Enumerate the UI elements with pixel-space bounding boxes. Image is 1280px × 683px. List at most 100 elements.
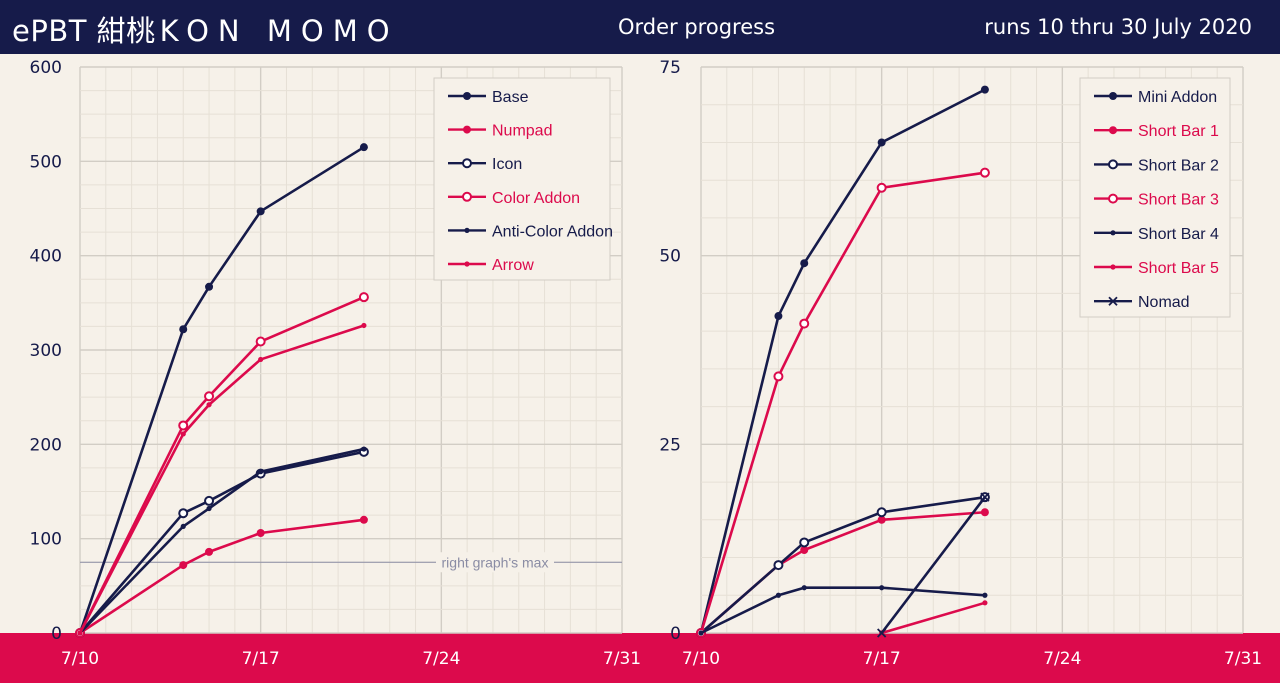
y-tick-label: 0	[51, 624, 62, 644]
x-tick-label: 7/10	[682, 649, 720, 669]
legend-label: Short Bar 4	[1138, 226, 1219, 243]
x-axis-band	[0, 633, 1280, 683]
data-point	[205, 547, 214, 556]
legend-label: Mini Addon	[1138, 89, 1217, 106]
data-point	[773, 371, 784, 382]
legend: Base Numpad Icon Color Addon Anti-Color Addo…	[433, 77, 613, 281]
y-tick-label: 25	[659, 435, 681, 455]
legend-marker	[464, 227, 470, 233]
series-color-addon	[75, 292, 369, 638]
data-point	[773, 560, 784, 571]
data-point	[359, 143, 368, 152]
x-tick-label: 7/17	[242, 649, 280, 669]
data-point	[361, 322, 367, 329]
series-line	[880, 496, 986, 634]
data-point	[980, 508, 989, 517]
series-line	[881, 601, 986, 635]
reference-label: right graph's max	[442, 554, 549, 570]
legend-label: Arrow	[492, 257, 534, 274]
legend-marker	[462, 158, 472, 169]
data-point	[204, 391, 215, 402]
data-point	[799, 318, 810, 329]
legend: Mini Addon Short Bar 1 Short Bar 2 Short Ba…	[1079, 77, 1231, 318]
legend-marker	[1108, 193, 1118, 204]
legend-marker	[1110, 230, 1116, 236]
series-mini-addon	[697, 85, 989, 637]
data-point	[178, 508, 189, 519]
legend-marker	[463, 125, 471, 134]
data-point	[178, 420, 189, 431]
data-point	[258, 469, 264, 475]
data-point	[879, 585, 885, 591]
legend-label: Color Addon	[492, 190, 580, 207]
data-point	[982, 592, 988, 598]
x-tick-label: 7/24	[422, 649, 460, 669]
data-point	[877, 628, 887, 638]
data-point	[206, 402, 212, 408]
legend-marker	[464, 261, 470, 267]
data-point	[179, 325, 188, 334]
data-point	[775, 592, 782, 598]
data-point	[255, 336, 266, 347]
title-bar: ePBT 紺桃 KON MOMO Order progress runs 10 t…	[0, 0, 1280, 54]
legend-label: Base	[492, 89, 529, 106]
data-point	[876, 507, 887, 518]
data-point	[359, 515, 368, 524]
legend-label: Anti-Color Addon	[492, 223, 613, 240]
legend-label: Short Bar 3	[1138, 192, 1219, 209]
series-nomad	[877, 492, 990, 638]
legend-marker	[1108, 159, 1118, 170]
data-point	[256, 207, 265, 216]
data-point	[204, 495, 215, 506]
data-point	[979, 167, 990, 178]
data-point	[179, 561, 188, 570]
x-tick-label: 7/31	[1224, 649, 1262, 669]
legend-marker	[1109, 126, 1117, 135]
legend-marker	[1108, 296, 1118, 306]
data-point	[205, 282, 214, 291]
x-tick-label: 7/10	[61, 649, 99, 669]
x-tick-label: 7/17	[863, 649, 901, 669]
legend-marker	[463, 92, 471, 100]
brand-title: ePBT 紺桃 KON MOMO	[12, 8, 399, 50]
chart-title: Order progress	[618, 15, 776, 39]
data-point	[180, 431, 186, 437]
data-point	[877, 515, 886, 524]
data-point	[800, 545, 809, 554]
y-tick-label: 0	[670, 624, 681, 644]
y-tick-label: 500	[30, 152, 62, 172]
data-point	[256, 529, 265, 538]
data-point	[800, 259, 809, 268]
brand-kon-momo: KON MOMO	[159, 14, 399, 48]
data-point	[877, 138, 886, 147]
y-tick-label: 50	[659, 247, 681, 267]
reference-label-bg	[436, 552, 554, 573]
y-tick-label: 100	[30, 530, 62, 550]
legend-label: Numpad	[492, 123, 552, 140]
legend-marker	[462, 191, 472, 202]
data-point	[258, 356, 264, 363]
legend-box	[433, 77, 611, 281]
x-tick-label: 7/31	[603, 649, 641, 669]
data-point	[698, 630, 704, 636]
data-point	[980, 492, 990, 502]
data-point	[774, 312, 783, 321]
data-point	[799, 537, 810, 548]
brand-name: ePBT 紺桃	[12, 14, 156, 48]
y-tick-label: 75	[659, 58, 681, 78]
legend-label: Icon	[492, 156, 522, 173]
legend-label: Short Bar 1	[1138, 123, 1219, 140]
data-point	[982, 600, 988, 606]
legend-label: Short Bar 2	[1138, 157, 1219, 174]
legend-label: Nomad	[1138, 294, 1190, 311]
data-point	[361, 446, 367, 452]
data-point	[77, 630, 83, 636]
y-tick-label: 400	[30, 247, 62, 267]
data-point	[206, 505, 212, 512]
data-point	[876, 182, 887, 193]
y-tick-label: 300	[30, 341, 62, 361]
legend-marker	[1110, 264, 1116, 270]
series-line	[699, 171, 986, 634]
